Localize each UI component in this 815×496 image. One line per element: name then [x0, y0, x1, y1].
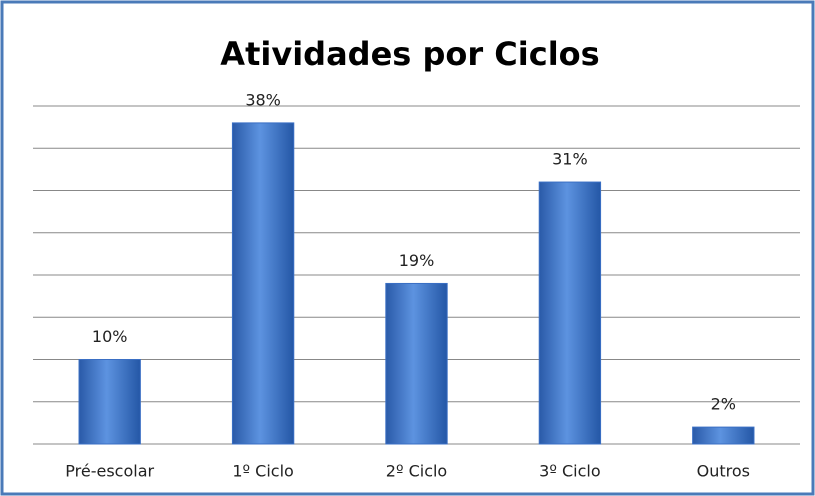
data-label: 10% — [92, 327, 128, 346]
bar — [692, 426, 755, 445]
bar — [231, 122, 295, 445]
x-tick-label: Pré-escolar — [65, 462, 154, 481]
x-tick-label: 3º Ciclo — [539, 462, 600, 481]
x-tick-label: 2º Ciclo — [386, 462, 447, 481]
bar — [538, 181, 602, 445]
data-label: 19% — [399, 251, 435, 270]
bar — [78, 359, 141, 445]
x-tick-label: 1º Ciclo — [232, 462, 293, 481]
data-label: 38% — [245, 90, 281, 109]
chart-title: Atividades por Ciclos — [220, 35, 599, 73]
bar — [385, 282, 448, 445]
data-label: 31% — [552, 150, 588, 169]
data-label: 2% — [711, 395, 736, 414]
x-tick-label: Outros — [697, 462, 750, 481]
